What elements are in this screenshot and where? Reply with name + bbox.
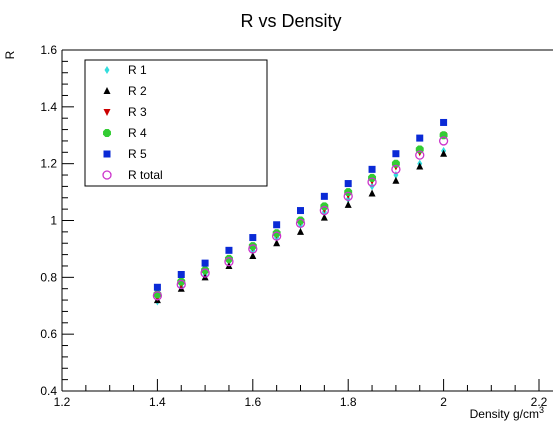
data-point: [297, 207, 304, 215]
data-point: [440, 149, 448, 157]
data-point: [295, 218, 306, 228]
y-axis: 0.4 0.6 0.8 1 1.2 1.4 1.6: [40, 43, 74, 398]
data-point: [201, 259, 209, 267]
data-point: [248, 244, 258, 254]
data-point: [273, 239, 281, 247]
data-point: [271, 231, 282, 241]
x-tick-label: 1.4: [149, 395, 166, 409]
data-point: [415, 150, 425, 160]
y-tick-label: 0.6: [40, 327, 57, 341]
y-tick-label: 1.6: [40, 43, 57, 57]
data-point: [176, 279, 186, 290]
x-tick-label: 1.8: [340, 395, 357, 409]
y-tick-label: 1.4: [40, 100, 57, 114]
y-tick-label: 1.2: [40, 157, 57, 171]
legend-marker-r-3: [103, 109, 111, 116]
data-point: [224, 254, 233, 263]
legend-label: R 1: [128, 63, 147, 77]
x-axis-label-superscript: 3: [539, 405, 544, 415]
data-point: [273, 221, 281, 229]
data-point: [200, 268, 210, 278]
legend-marker-r-total: [102, 170, 112, 180]
y-tick-label: 0.8: [40, 270, 57, 284]
data-point: [440, 118, 448, 126]
series-r-5: [153, 118, 448, 291]
data-point: [224, 257, 234, 267]
data-point: [320, 192, 328, 200]
data-point: [368, 165, 376, 173]
y-axis-label: R: [3, 50, 17, 59]
x-axis: 1.2 1.4 1.6 1.8 2 2.2: [54, 379, 548, 409]
data-point: [343, 191, 353, 201]
data-point: [320, 213, 328, 221]
data-point: [345, 195, 351, 204]
x-tick-label: 2.2: [531, 395, 548, 409]
legend: R 1 R 2 R 3 R 4 R 5 R total: [84, 59, 268, 187]
data-point: [392, 176, 400, 184]
legend-box: [84, 59, 268, 187]
x-tick-label: 1.6: [244, 395, 261, 409]
y-tick-label: 0.4: [40, 384, 57, 398]
data-point: [153, 283, 161, 291]
legend-label: R 4: [128, 126, 147, 140]
data-point: [297, 227, 304, 235]
x-axis-label: Density g/cm3: [470, 405, 544, 421]
legend-label: R total: [128, 168, 163, 182]
legend-marker-r-4: [103, 129, 111, 137]
data-point: [416, 134, 424, 142]
legend-marker-r-2: [103, 87, 111, 94]
legend-label: R 3: [128, 105, 147, 119]
y-tick-label: 1: [50, 214, 57, 228]
data-point: [248, 242, 257, 251]
data-point: [152, 291, 163, 301]
data-point: [344, 200, 352, 208]
data-point: [368, 189, 376, 197]
data-point: [249, 234, 257, 242]
data-point: [296, 216, 305, 225]
x-axis-label-text: Density g/cm: [470, 407, 539, 421]
data-point: [177, 277, 186, 286]
data-point: [319, 205, 330, 216]
data-point: [391, 164, 401, 175]
data-point: [249, 252, 257, 260]
chart-title: R vs Density: [240, 11, 341, 31]
data-point: [201, 266, 210, 275]
legend-label: R 2: [128, 84, 147, 98]
data-point: [225, 246, 233, 254]
data-point: [177, 270, 185, 278]
data-point: [416, 162, 424, 170]
data-point: [392, 150, 400, 158]
series-r-total: [152, 136, 449, 301]
data-point: [344, 180, 352, 188]
data-point: [438, 136, 449, 146]
x-tick-label: 2: [440, 395, 447, 409]
data-points: [152, 118, 449, 306]
legend-label: R 5: [128, 147, 147, 161]
x-tick-label: 1.2: [54, 395, 71, 409]
data-point: [272, 229, 281, 238]
data-point: [367, 177, 377, 187]
legend-marker-r-5: [103, 150, 111, 158]
legend-marker-r-1: [104, 66, 110, 74]
